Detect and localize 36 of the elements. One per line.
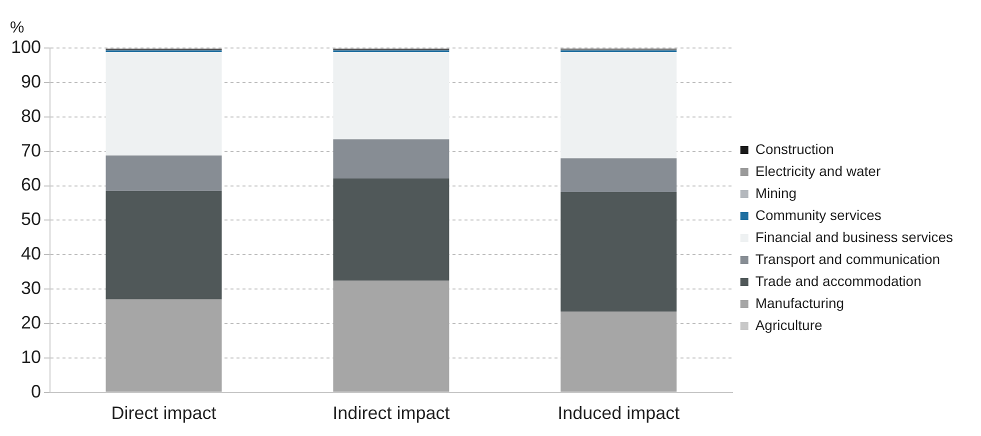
- bar: [106, 155, 222, 191]
- bar: [560, 311, 677, 392]
- y-tick-label: 40: [21, 244, 42, 264]
- bar: [333, 139, 450, 179]
- legend-label: Trade and accommodation: [755, 272, 922, 289]
- legend-label: Community services: [755, 206, 882, 223]
- y-tick-label: 70: [21, 140, 42, 160]
- y-tick-label: 100: [10, 36, 42, 57]
- y-tick-label: 60: [21, 174, 42, 195]
- y-tick-label: 20: [21, 312, 42, 332]
- y-axis-title: %: [10, 19, 24, 36]
- legend-label: Mining: [755, 184, 797, 201]
- legend-label: Financial and business services: [755, 228, 953, 245]
- bar: [560, 158, 677, 192]
- x-tick-label: Direct impact: [111, 403, 216, 424]
- bar: [333, 280, 450, 392]
- bar: [560, 192, 677, 312]
- y-tick-label: 50: [21, 209, 42, 230]
- y-tick-label: 0: [31, 381, 42, 402]
- legend-label: Manufacturing: [755, 294, 844, 311]
- legend-label: Electricity and water: [755, 162, 881, 179]
- bar: [106, 190, 222, 300]
- bar: [333, 52, 450, 140]
- y-tick-label: 30: [21, 278, 42, 298]
- y-tick-label: 80: [21, 106, 42, 126]
- bar: [560, 52, 677, 158]
- bar: [106, 52, 222, 156]
- bar: [333, 178, 450, 280]
- legend-label: Transport and communication: [755, 250, 940, 267]
- legend-label: Agriculture: [755, 316, 822, 333]
- legend-label: Construction: [755, 140, 834, 157]
- y-tick-label: 10: [21, 346, 42, 367]
- y-tick-label: 90: [21, 71, 42, 92]
- bar: [106, 299, 222, 392]
- x-tick-label: Induced impact: [558, 403, 680, 424]
- x-tick-label: Indirect impact: [332, 403, 450, 424]
